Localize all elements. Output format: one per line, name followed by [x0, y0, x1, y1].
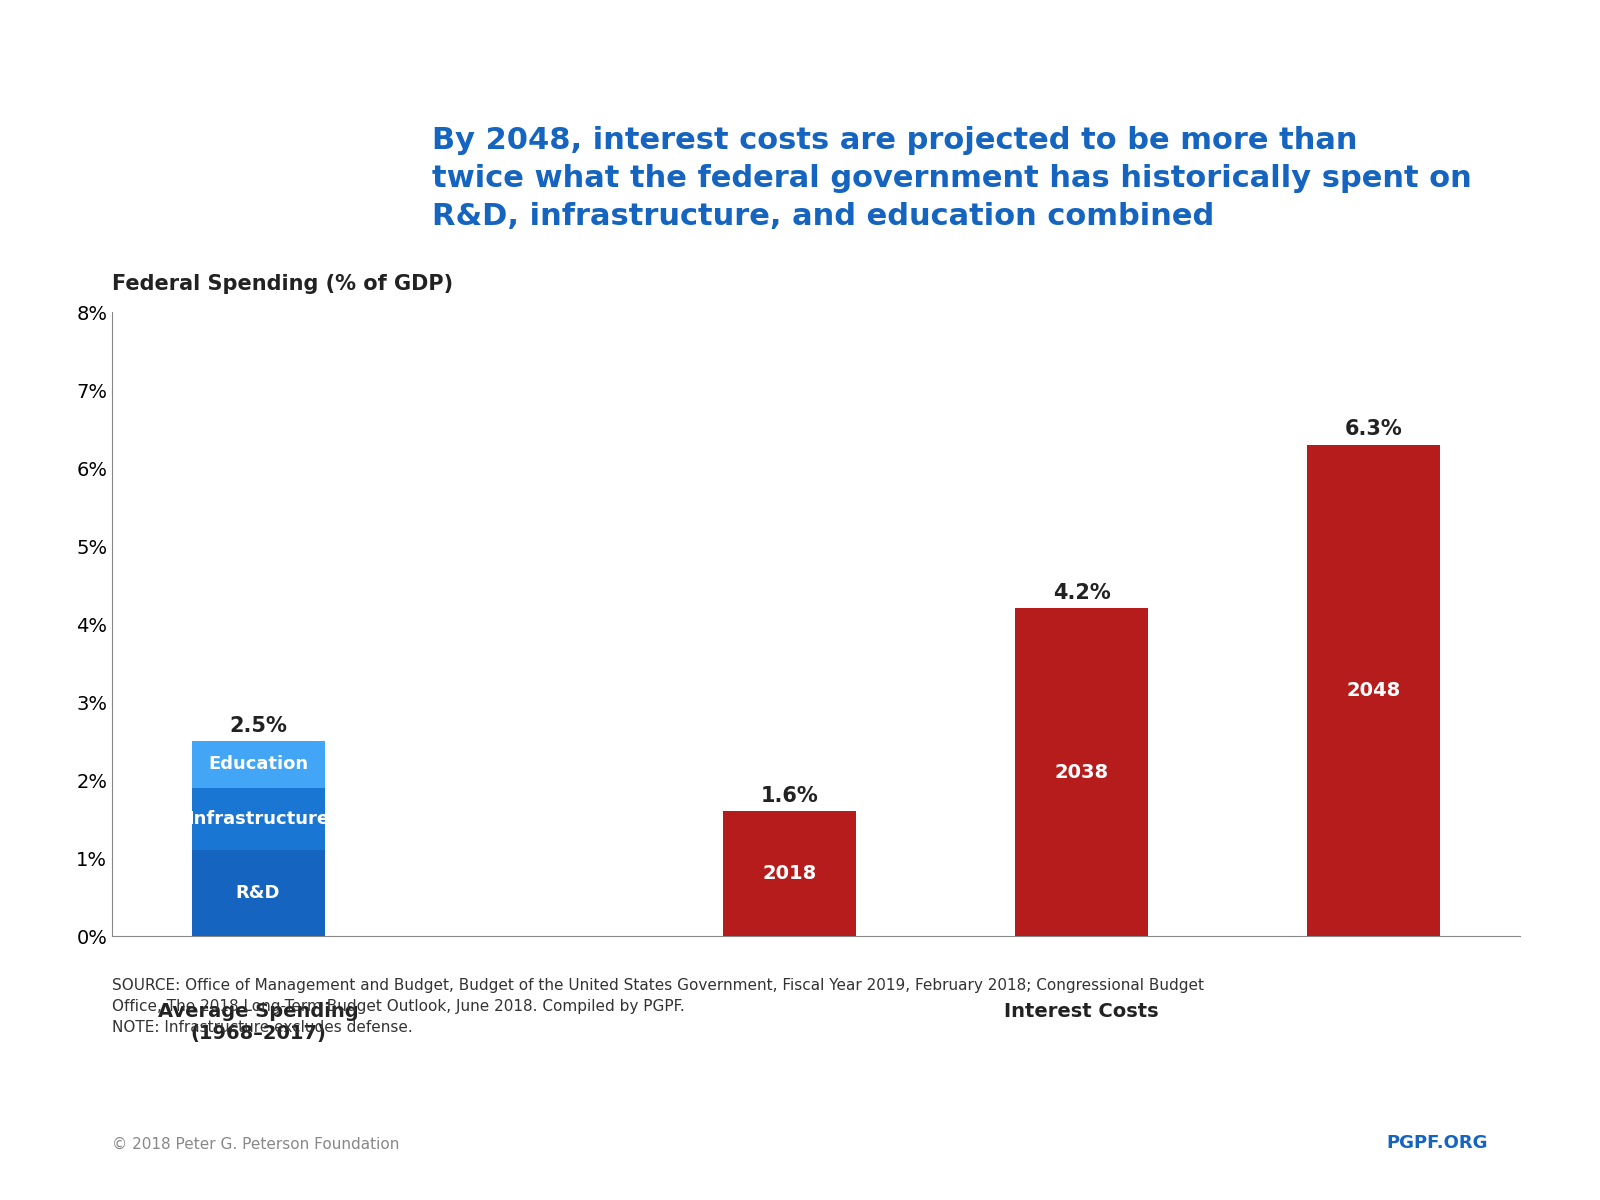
Text: 2048: 2048: [1347, 680, 1402, 700]
Text: 1.6%: 1.6%: [760, 786, 818, 805]
Text: 4.2%: 4.2%: [1053, 583, 1110, 602]
Bar: [1307, 444, 1440, 936]
Text: Infrastructure: Infrastructure: [187, 810, 330, 828]
Bar: [723, 811, 856, 936]
Text: 2038: 2038: [1054, 763, 1109, 781]
Text: 2018: 2018: [762, 864, 816, 883]
Text: Federal Spending (% of GDP): Federal Spending (% of GDP): [112, 274, 453, 294]
Text: 2.5%: 2.5%: [229, 715, 286, 736]
Bar: [58, 61, 122, 172]
Text: R&D: R&D: [235, 884, 280, 902]
Text: SOURCE: Office of Management and Budget, Budget of the United States Government,: SOURCE: Office of Management and Budget,…: [112, 978, 1205, 1034]
Text: Education: Education: [208, 756, 309, 773]
Text: PGPF.ORG: PGPF.ORG: [1387, 1134, 1488, 1152]
Text: PETER G.: PETER G.: [136, 78, 198, 91]
Bar: [192, 787, 325, 850]
Text: Average Spending
(1968–2017): Average Spending (1968–2017): [158, 1002, 358, 1043]
Text: FOUNDATION: FOUNDATION: [136, 150, 205, 160]
Text: By 2048, interest costs are projected to be more than
twice what the federal gov: By 2048, interest costs are projected to…: [432, 126, 1472, 232]
Bar: [192, 850, 325, 936]
Text: Interest Costs: Interest Costs: [1005, 1002, 1158, 1021]
Text: PETERSON: PETERSON: [136, 114, 210, 127]
Bar: [1016, 608, 1149, 936]
Text: 6.3%: 6.3%: [1346, 419, 1403, 439]
Text: © 2018 Peter G. Peterson Foundation: © 2018 Peter G. Peterson Foundation: [112, 1138, 400, 1152]
Bar: [192, 740, 325, 787]
